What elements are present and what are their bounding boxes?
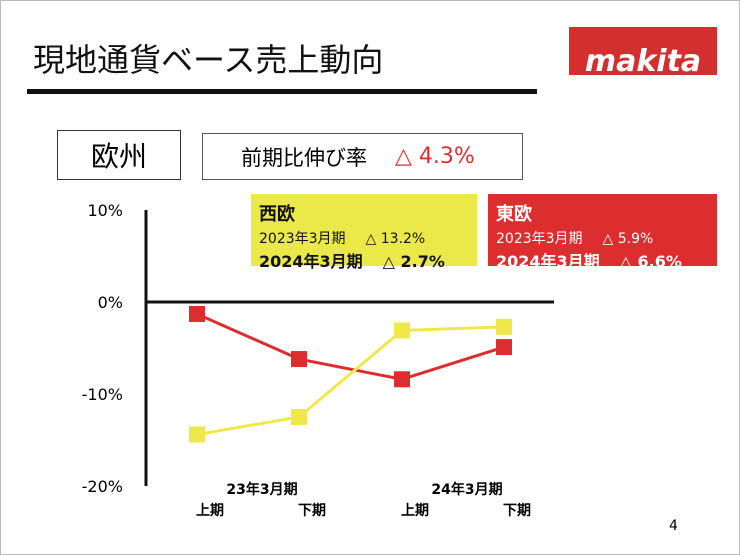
west-fy2023-value: △ 13.2% [365, 231, 426, 247]
svg-text:makita: makita [585, 44, 701, 75]
east-name: 東欧 [496, 204, 532, 225]
west-name: 西欧 [259, 204, 295, 225]
x-tick-label: 下期 [503, 503, 531, 519]
x-group-label: 23年3月期 [226, 481, 297, 498]
makita-logo: makita [569, 27, 717, 75]
east-fy2024-label: 2024年3月期 [496, 252, 600, 271]
series-line [196, 325, 505, 436]
data-point [291, 351, 307, 368]
y-tick-label: 0% [98, 293, 123, 312]
west-fy2024-label: 2024年3月期 [259, 252, 363, 271]
x-tick-label: 上期 [401, 503, 429, 519]
west-europe-box: 西欧 2023年3月期 △ 13.2% 2024年3月期 △ 2.7% [251, 194, 477, 271]
y-tick-label: 10% [87, 201, 123, 220]
west-fy2024-value: △ 2.7% [382, 252, 445, 271]
data-point [496, 339, 512, 356]
region-label: 欧州 [57, 130, 181, 180]
data-point [394, 322, 410, 339]
data-point [189, 426, 205, 443]
page-title: 現地通貨ベース売上動向 [33, 41, 384, 79]
x-group-label: 24年3月期 [431, 481, 502, 498]
east-europe-box: 東欧 2023年3月期 △ 5.9% 2024年3月期 △ 6.6% [488, 194, 717, 271]
data-point [189, 305, 205, 322]
page-number: 4 [669, 518, 678, 534]
west-fy2023-label: 2023年3月期 [259, 231, 346, 247]
x-tick-label: 下期 [298, 503, 326, 519]
data-point [291, 409, 307, 425]
y-tick-label: -20% [82, 477, 123, 496]
y-tick-label: -10% [82, 385, 123, 404]
data-point [496, 318, 512, 335]
series-line [196, 312, 505, 381]
data-point [394, 371, 410, 388]
east-fy2023-label: 2023年3月期 [496, 231, 583, 247]
title-underline [27, 89, 537, 94]
x-tick-label: 上期 [196, 503, 224, 519]
east-fy2024-value: △ 6.6% [619, 252, 682, 271]
growth-rate-box: 前期比伸び率 △ 4.3% [202, 133, 523, 180]
east-fy2023-value: △ 5.9% [602, 231, 654, 247]
growth-label: 前期比伸び率 [241, 145, 367, 170]
growth-value: △ 4.3% [395, 144, 475, 169]
